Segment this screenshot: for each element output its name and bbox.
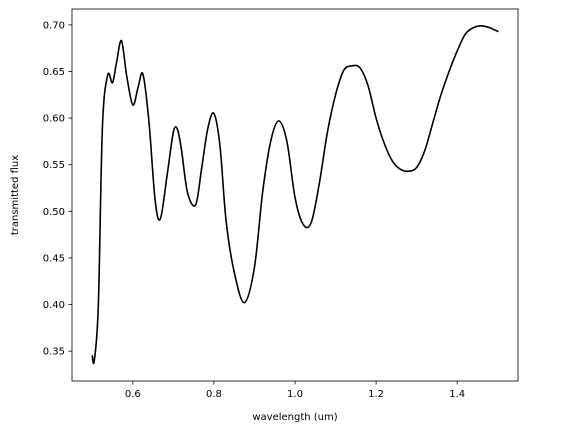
y-axis-ticks: 0.35 0.40 0.45 0.50 0.55 0.60 0.65 0.70	[43, 20, 72, 358]
x-tick-label: 1.0	[287, 389, 303, 400]
x-tick-label: 0.6	[125, 389, 141, 400]
x-tick-label: 1.2	[368, 389, 384, 400]
x-axis-label: wavelength (um)	[252, 412, 337, 423]
y-tick-label: 0.70	[43, 20, 65, 31]
x-tick-label: 0.8	[206, 389, 222, 400]
plot-frame	[71, 8, 519, 382]
y-tick-label: 0.65	[43, 67, 65, 78]
series-line	[91, 24, 499, 365]
x-axis-ticks: 0.6 0.8 1.0 1.2 1.4	[125, 381, 465, 400]
y-tick-label: 0.40	[43, 300, 65, 311]
y-tick-label: 0.45	[43, 253, 65, 264]
y-axis-label: transmitted flux	[10, 155, 21, 235]
y-tick-label: 0.50	[43, 207, 65, 218]
x-tick-label: 1.4	[449, 389, 465, 400]
y-tick-label: 0.60	[43, 114, 65, 125]
y-tick-label: 0.55	[43, 160, 65, 171]
y-tick-label: 0.35	[43, 347, 65, 358]
